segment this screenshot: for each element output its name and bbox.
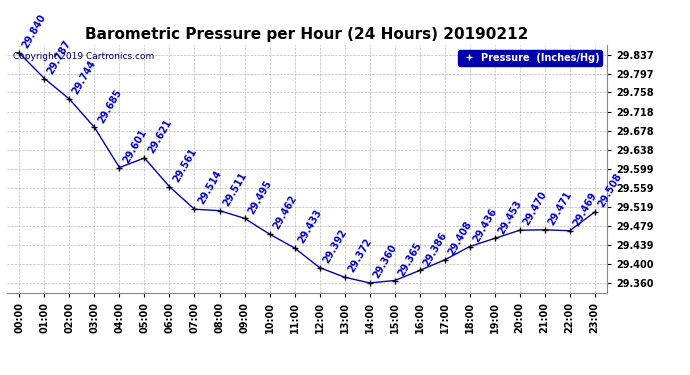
Text: 29.495: 29.495 [246, 178, 273, 216]
Text: 29.392: 29.392 [321, 227, 348, 265]
Legend: Pressure  (Inches/Hg): Pressure (Inches/Hg) [458, 50, 602, 66]
Text: 29.471: 29.471 [546, 189, 573, 227]
Text: 29.744: 29.744 [71, 59, 98, 96]
Text: 29.470: 29.470 [521, 190, 549, 228]
Text: 29.436: 29.436 [471, 206, 498, 244]
Text: 29.360: 29.360 [371, 243, 398, 280]
Text: 29.386: 29.386 [421, 230, 448, 268]
Text: 29.433: 29.433 [296, 208, 324, 245]
Text: 29.469: 29.469 [571, 190, 598, 228]
Text: 29.453: 29.453 [496, 198, 524, 236]
Text: 29.462: 29.462 [271, 194, 298, 231]
Text: 29.372: 29.372 [346, 237, 373, 274]
Text: 29.514: 29.514 [196, 169, 224, 206]
Text: Copyright 2019 Cartronics.com: Copyright 2019 Cartronics.com [13, 53, 154, 62]
Text: 29.365: 29.365 [396, 240, 424, 278]
Text: 29.601: 29.601 [121, 127, 148, 165]
Text: 29.508: 29.508 [596, 172, 624, 209]
Text: 29.511: 29.511 [221, 170, 248, 208]
Text: 29.561: 29.561 [171, 147, 198, 184]
Text: 29.408: 29.408 [446, 220, 473, 257]
Text: 29.685: 29.685 [96, 87, 124, 124]
Text: 29.840: 29.840 [21, 13, 48, 50]
Title: Barometric Pressure per Hour (24 Hours) 20190212: Barometric Pressure per Hour (24 Hours) … [86, 27, 529, 42]
Text: 29.621: 29.621 [146, 118, 173, 155]
Text: 29.787: 29.787 [46, 38, 73, 76]
